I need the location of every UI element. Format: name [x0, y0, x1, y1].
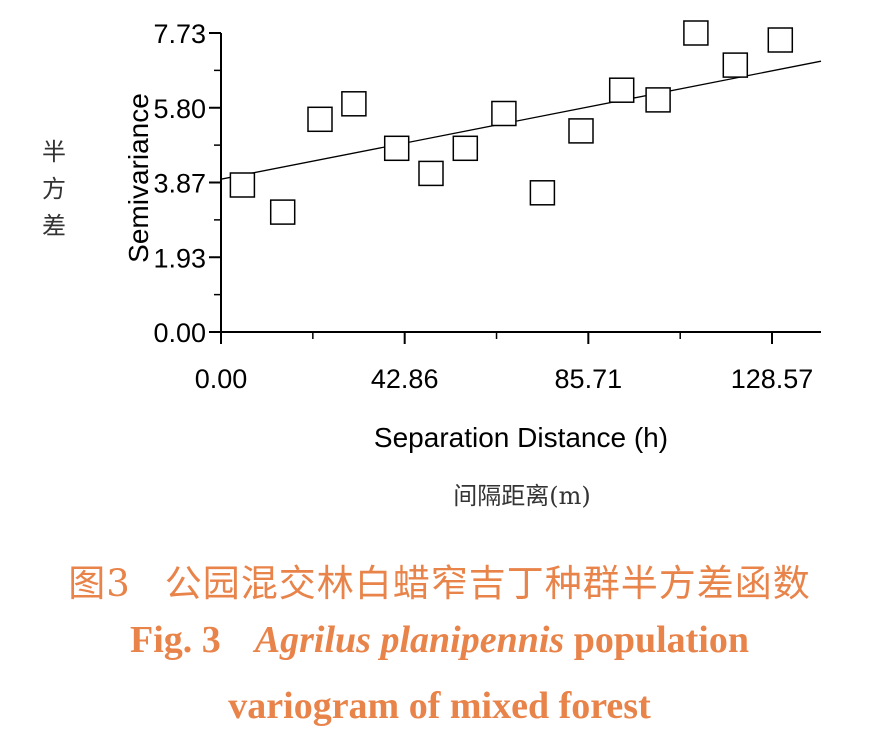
data-point — [722, 52, 749, 78]
data-point — [383, 135, 410, 162]
model-fit-line — [220, 60, 822, 180]
data-point — [229, 172, 256, 198]
y-axis-title-cn-char: 半 — [42, 138, 66, 166]
x-tick-label: 0.00 — [195, 364, 248, 394]
x-tick-label: 128.57 — [731, 364, 814, 394]
plot-panel: 0.00 1.93 3.87 5.80 7.73 0.00 42.86 85.71 128.57… — [30, 0, 826, 528]
caption-en-rest2: variogram of mixed forest — [228, 685, 651, 727]
data-point — [269, 199, 296, 225]
x-tick-label: 42.86 — [371, 364, 439, 394]
caption-en-rest1: population — [573, 619, 749, 661]
data-point — [645, 87, 671, 113]
variogram-chart: 0.00 1.93 3.87 5.80 7.73 0.00 42.86 85.71 128.57… — [42, 19, 822, 510]
caption-zh-title: 公园混交林白蜡窄吉丁种群半方差函数 — [164, 562, 811, 605]
data-point — [341, 91, 367, 117]
caption-en-species: Agrilus planipennis — [254, 619, 565, 661]
data-point — [529, 180, 556, 206]
y-axis-title: Semivariance — [123, 93, 154, 263]
caption-en-fig-number: Fig. 3 — [130, 619, 221, 661]
y-axis-title-cn: 半方差 — [42, 138, 66, 240]
caption-chinese: 图3 公园混交林白蜡窄吉丁种群半方差函数 — [0, 553, 879, 607]
y-axis-title-cn-char: 方 — [42, 175, 66, 203]
data-point — [307, 106, 333, 133]
data-point — [683, 20, 709, 46]
caption-english-line1: Fig. 3 Agrilus planipennis population — [0, 618, 879, 662]
x-axis-title: Separation Distance (h) — [374, 422, 668, 453]
data-point — [608, 77, 635, 103]
x-tick-label: 85.71 — [555, 364, 623, 394]
y-axis-title-cn-char: 差 — [42, 212, 66, 240]
caption-zh-fig-number: 图3 — [68, 562, 131, 605]
data-point — [452, 135, 479, 162]
x-axis-title-cn: 间隔距离(m) — [453, 482, 590, 510]
y-tick-label: 3.87 — [153, 169, 206, 199]
data-point — [767, 27, 794, 53]
y-tick-label: 0.00 — [153, 318, 206, 348]
data-point — [418, 160, 444, 187]
y-tick-label: 1.93 — [153, 243, 206, 273]
y-tick-label: 5.80 — [153, 94, 206, 124]
data-point — [491, 100, 517, 127]
caption-english-line2: variogram of mixed forest — [0, 684, 879, 728]
data-point — [568, 118, 594, 144]
y-tick-label: 7.73 — [153, 19, 206, 49]
